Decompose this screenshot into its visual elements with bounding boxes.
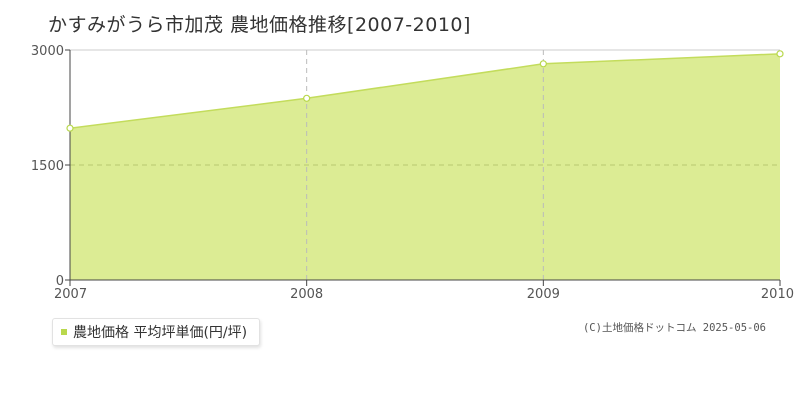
y-tick-label-1500: 1500: [31, 159, 64, 174]
y-tick-label-0: 0: [56, 274, 64, 289]
legend: 農地価格 平均坪単価(円/坪): [52, 318, 261, 346]
x-tick-label-2007: 2007: [54, 287, 87, 302]
chart-title: かすみがうら市加茂 農地価格推移[2007-2010]: [48, 14, 471, 36]
tick-label-layer: 0 1500 3000 2007 2008 2009 2010: [31, 44, 794, 302]
axis-layer: [65, 49, 781, 286]
copyright-notice: (C)土地価格ドットコム 2025-05-06: [582, 322, 766, 334]
area-layer: [69, 53, 781, 281]
data-point-2009: [539, 60, 547, 68]
x-tick-label-2010: 2010: [761, 287, 794, 302]
series-line: [69, 53, 781, 129]
data-point-2010: [776, 50, 784, 58]
data-point-2008: [303, 94, 311, 102]
x-tick-label-2008: 2008: [290, 287, 323, 302]
data-point-2007: [66, 124, 74, 132]
legend-label: 農地価格 平均坪単価(円/坪): [73, 325, 248, 341]
series-area: [70, 53, 780, 281]
legend-swatch: [61, 329, 67, 335]
y-tick-label-3000: 3000: [31, 44, 64, 59]
x-tick-label-2009: 2009: [527, 287, 560, 302]
marker-layer: [66, 50, 784, 132]
